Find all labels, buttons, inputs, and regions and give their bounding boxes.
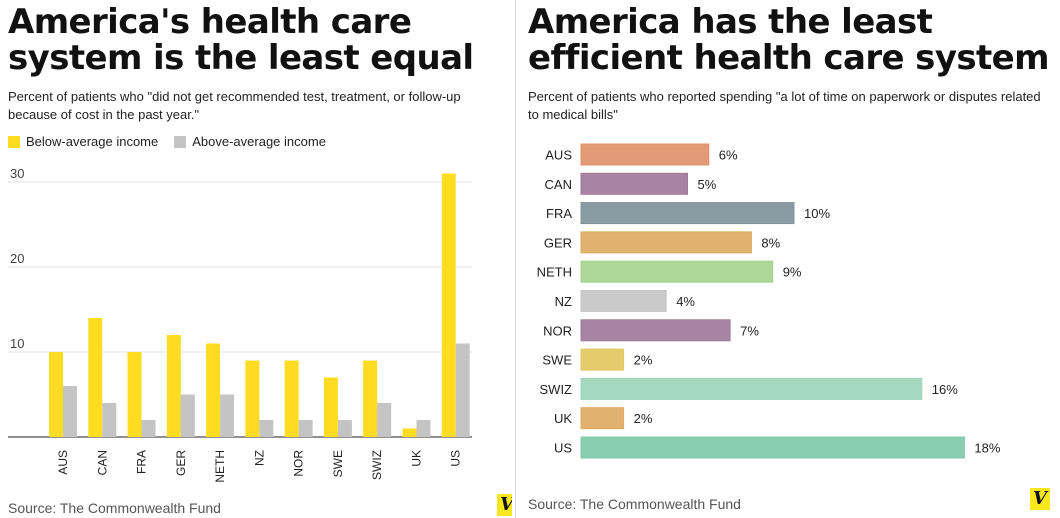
- left-source: Source: The Commonwealth Fund: [8, 500, 221, 516]
- bar-fra-above: [141, 420, 156, 437]
- vox-logo: V: [497, 494, 512, 516]
- vertical-bar-chart: 10 20 30 AUS CAN FRA GER NETH NZ NOR SWE SWIZ UK US: [8, 166, 472, 483]
- right-title-line1: America has the least: [528, 2, 933, 42]
- value-label: 7%: [740, 323, 759, 338]
- bar-ger-below: [166, 335, 181, 437]
- left-title-line1: America's health care: [8, 2, 412, 42]
- bar-nor-below: [284, 360, 299, 437]
- legend-swatch-above: [174, 135, 187, 148]
- bar-aus: [580, 143, 710, 166]
- bar-aus-above: [63, 386, 77, 437]
- category-label: AUS: [545, 148, 572, 163]
- x-tick-label: US: [449, 450, 463, 467]
- bar-can-below: [88, 318, 103, 437]
- category-label: NOR: [543, 323, 572, 338]
- bar-swe-below: [323, 377, 338, 437]
- bar-neth-below: [206, 343, 221, 437]
- x-tick-label: NETH: [213, 450, 227, 483]
- panel-divider: [515, 0, 516, 518]
- value-label: 5%: [698, 177, 717, 192]
- left-subtitle: Percent of patients who "did not get rec…: [8, 88, 508, 124]
- vox-logo-right: V: [1030, 488, 1050, 510]
- value-label: 10%: [804, 206, 830, 221]
- bar-swiz: [580, 377, 923, 400]
- value-label: 4%: [676, 294, 695, 309]
- category-label: SWE: [542, 353, 572, 368]
- category-label: US: [554, 441, 572, 456]
- category-label: FRA: [546, 206, 572, 221]
- bar-swiz-below: [363, 360, 378, 437]
- right-subtitle-line1: Percent of patients who reported spendin…: [528, 89, 1041, 104]
- right-title: America has the least efficient health c…: [528, 4, 1058, 76]
- x-tick-label: FRA: [135, 450, 149, 474]
- x-tick-label: NZ: [252, 450, 266, 466]
- right-panel: America has the least efficient health c…: [520, 0, 1060, 518]
- bar-us-above: [455, 343, 470, 437]
- bar-nz: [580, 290, 667, 312]
- legend-label-above: Above-average income: [192, 134, 326, 149]
- category-label: UK: [554, 411, 572, 426]
- bar-uk-above: [416, 420, 431, 437]
- left-title-line2: system is the least equal: [8, 38, 474, 78]
- bar-us-below: [441, 173, 456, 437]
- y-tick-label: 20: [10, 251, 24, 266]
- category-label: CAN: [545, 177, 572, 192]
- bar-ger: [580, 231, 752, 254]
- bar-uk: [580, 407, 625, 430]
- value-label: 2%: [634, 411, 653, 426]
- y-tick-label: 10: [10, 336, 24, 351]
- category-label: SWIZ: [540, 382, 573, 397]
- legend: Below-average income Above-average incom…: [8, 134, 326, 149]
- bar-can: [580, 172, 688, 195]
- bar-can-above: [102, 403, 117, 437]
- right-subtitle: Percent of patients who reported spendin…: [528, 88, 1058, 124]
- x-tick-label: CAN: [95, 450, 109, 475]
- x-tick-label: SWIZ: [370, 450, 384, 480]
- bar-nz-above: [259, 420, 274, 437]
- value-label: 6%: [719, 148, 738, 163]
- category-label: NETH: [537, 265, 572, 280]
- x-tick-label: NOR: [292, 450, 306, 477]
- bar-fra-below: [127, 352, 142, 437]
- value-label: 9%: [783, 265, 802, 280]
- x-tick-label: GER: [174, 450, 188, 476]
- bar-aus-below: [49, 352, 63, 437]
- bar-neth-above: [220, 394, 235, 437]
- x-tick-label: SWE: [331, 450, 345, 477]
- bar-swe: [580, 348, 625, 371]
- right-subtitle-line2: to medical bills": [528, 107, 618, 122]
- bar-swiz-above: [377, 403, 392, 437]
- horizontal-bar-chart: AUS 6% CAN 5% FRA 10% GER 8% NETH 9% NZ 4% NOR 7% SWE 2…: [537, 143, 1001, 459]
- bar-nor: [580, 319, 731, 342]
- value-label: 8%: [761, 235, 780, 250]
- value-label: 2%: [634, 353, 653, 368]
- x-tick-label: UK: [409, 450, 423, 467]
- value-label: 16%: [932, 382, 958, 397]
- bar-nz-below: [245, 360, 260, 437]
- left-subtitle-line1: Percent of patients who "did not get rec…: [8, 89, 461, 104]
- bar-fra: [580, 202, 795, 225]
- y-tick-label: 30: [10, 166, 24, 181]
- category-label: GER: [544, 235, 572, 250]
- bar-us: [580, 436, 965, 459]
- value-label: 18%: [974, 441, 1000, 456]
- legend-label-below: Below-average income: [26, 134, 159, 149]
- x-tick-label: AUS: [56, 450, 70, 475]
- bar-swe-above: [337, 420, 352, 437]
- bar-ger-above: [180, 394, 195, 437]
- right-source: Source: The Commonwealth Fund: [528, 496, 741, 512]
- bar-uk-below: [402, 428, 417, 437]
- bar-neth: [580, 260, 774, 283]
- category-label: NZ: [555, 294, 572, 309]
- right-title-line2: efficient health care system: [528, 38, 1050, 78]
- left-panel: America's health care system is the leas…: [0, 0, 512, 518]
- left-subtitle-line2: because of cost in the past year.": [8, 107, 200, 122]
- left-title: America's health care system is the leas…: [8, 4, 508, 76]
- legend-swatch-below: [8, 135, 20, 148]
- bar-nor-above: [298, 420, 313, 437]
